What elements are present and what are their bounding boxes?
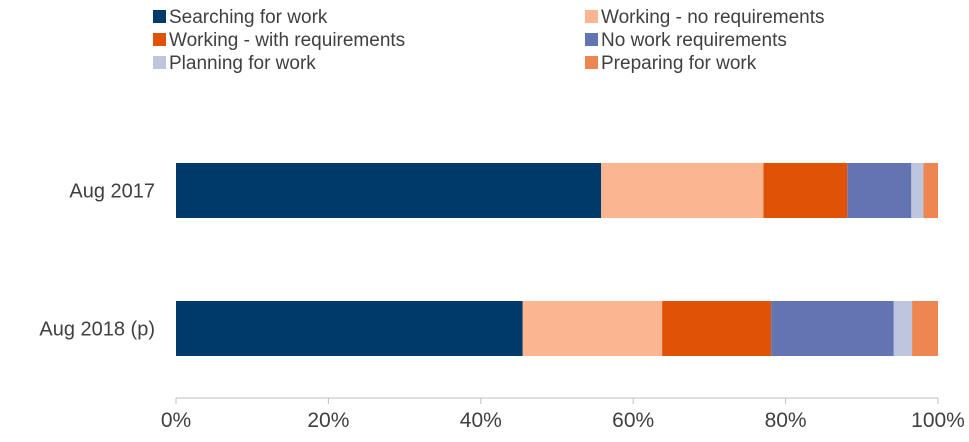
legend-swatch-planning-for-work — [153, 56, 166, 69]
bar-aug-2018-p-searching-for-work — [176, 301, 523, 356]
legend-label-searching-for-work: Searching for work — [169, 7, 328, 28]
bar-aug-2017-searching-for-work — [176, 163, 602, 218]
bar-aug-2017-working-with-requirements — [763, 163, 848, 218]
bar-aug-2017-working-no-requirements — [601, 163, 764, 218]
x-tick-label-100pct: 100% — [911, 409, 965, 432]
bar-aug-2018-p-no-work-requirements — [771, 301, 894, 356]
bar-aug-2017-no-work-requirements — [847, 163, 912, 218]
category-labels: Aug 2017 Aug 2018 (p) — [39, 181, 155, 341]
bar-aug-2017-preparing-for-work — [923, 163, 938, 218]
x-tick-label-60pct: 60% — [612, 409, 654, 432]
legend-label-preparing-for-work: Preparing for work — [601, 53, 757, 74]
x-tick-label-40pct: 40% — [460, 409, 502, 432]
legend: Searching for work Working - no requireme… — [153, 7, 825, 74]
legend-swatch-searching-for-work — [153, 10, 166, 23]
legend-swatch-no-work-requirements — [585, 33, 598, 46]
x-tick-label-80pct: 80% — [765, 409, 807, 432]
legend-swatch-working-with-requirements — [153, 33, 166, 46]
category-label-aug-2018-p: Aug 2018 (p) — [39, 319, 155, 341]
x-axis: 0% 20% 40% 60% 80% 100% — [161, 397, 965, 432]
bar-aug-2017-planning-for-work — [911, 163, 924, 218]
bar-aug-2018-p-planning-for-work — [893, 301, 913, 356]
legend-swatch-working-no-requirements — [585, 10, 598, 23]
bar-aug-2018-p-preparing-for-work — [912, 301, 938, 356]
legend-swatch-preparing-for-work — [585, 56, 598, 69]
bars-group — [176, 163, 938, 356]
legend-label-no-work-requirements: No work requirements — [601, 30, 787, 51]
bar-aug-2018-p-working-no-requirements — [522, 301, 663, 356]
x-tick-label-20pct: 20% — [307, 409, 349, 432]
x-tick-label-0pct: 0% — [161, 409, 191, 432]
category-label-aug-2017: Aug 2017 — [69, 181, 155, 203]
legend-label-working-no-requirements: Working - no requirements — [601, 7, 825, 28]
bar-aug-2018-p-working-with-requirements — [662, 301, 772, 356]
legend-label-planning-for-work: Planning for work — [169, 53, 316, 74]
legend-label-working-with-requirements: Working - with requirements — [169, 30, 405, 51]
